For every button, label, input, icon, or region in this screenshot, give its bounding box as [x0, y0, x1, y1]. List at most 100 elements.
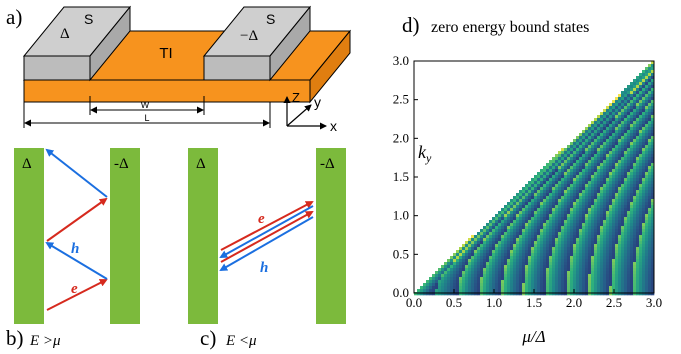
heatmap-cell	[459, 280, 463, 284]
heatmap-cell	[591, 157, 595, 161]
heatmap-cell	[567, 196, 571, 200]
heatmap-cell	[498, 262, 502, 266]
heatmap-cell	[546, 283, 550, 287]
heatmap-cell	[606, 250, 610, 254]
heatmap-cell	[591, 127, 595, 131]
heatmap-cell	[555, 220, 559, 224]
heatmap-cell	[507, 250, 511, 254]
heatmap-cell	[483, 244, 487, 248]
heatmap-cell	[585, 193, 589, 197]
heatmap-cell	[510, 202, 514, 206]
heatmap-cell	[492, 232, 496, 236]
heatmap-cell	[618, 199, 622, 203]
dimension-lines	[23, 96, 271, 128]
heatmap-cell	[552, 205, 556, 209]
heatmap-cell	[594, 283, 598, 287]
heatmap-cell	[627, 148, 631, 152]
heatmap-cell	[612, 157, 616, 161]
heatmap-cell	[645, 247, 649, 251]
heatmap-cell	[606, 121, 610, 125]
heatmap-cell	[528, 211, 532, 215]
heatmap-cell	[561, 271, 565, 275]
heatmap-cell	[462, 292, 466, 296]
heatmap-cell	[492, 292, 496, 296]
heatmap-cell	[624, 172, 628, 176]
heatmap-cell	[576, 250, 580, 254]
heatmap-cell	[636, 124, 640, 128]
heatmap-cell	[624, 220, 628, 224]
heatmap-cell	[591, 268, 595, 272]
heatmap-cell	[618, 118, 622, 122]
heatmap-cell	[636, 193, 640, 197]
heatmap-cell	[543, 280, 547, 284]
heatmap-cell	[426, 283, 430, 287]
heatmap-cell	[585, 172, 589, 176]
heatmap-cell	[456, 292, 460, 296]
heatmap-cell	[594, 124, 598, 128]
heatmap-cell	[585, 232, 589, 236]
heatmap-cell	[543, 193, 547, 197]
heatmap-cell	[480, 274, 484, 278]
heatmap-cell	[570, 238, 574, 242]
heatmap-cell	[534, 232, 538, 236]
heatmap-cell	[600, 277, 604, 281]
heatmap-cell	[639, 121, 643, 125]
heatmap-cell	[621, 124, 625, 128]
heatmap-cell	[648, 124, 652, 128]
heatmap-cell	[537, 181, 541, 185]
heatmap-cell	[591, 253, 595, 257]
heatmap-cell	[570, 274, 574, 278]
heatmap-cell	[621, 268, 625, 272]
panel-b-right-gap: -Δ	[114, 156, 129, 172]
heatmap-cell	[651, 163, 655, 167]
heatmap-cell	[591, 160, 595, 164]
heatmap-cell	[522, 193, 526, 197]
heatmap-cell	[630, 103, 634, 107]
heatmap-cell	[528, 199, 532, 203]
heatmap-cell	[642, 103, 646, 107]
heatmap-cell	[522, 232, 526, 236]
heatmap-cell	[501, 238, 505, 242]
heatmap-cell	[627, 274, 631, 278]
heatmap-cell	[627, 157, 631, 161]
heatmap-cell	[480, 259, 484, 263]
heatmap-cell	[609, 181, 613, 185]
heatmap-cell	[648, 139, 652, 143]
heatmap-cell	[468, 241, 472, 245]
heatmap-cell	[600, 178, 604, 182]
heatmap-cell	[651, 88, 655, 92]
heatmap-cell	[645, 139, 649, 143]
heatmap-cell	[501, 286, 505, 290]
heatmap-cell	[615, 157, 619, 161]
heatmap-cell	[498, 235, 502, 239]
heatmap-cell	[582, 169, 586, 173]
heatmap-cell	[615, 289, 619, 293]
sc-bar-right-b	[110, 148, 140, 324]
heatmap-cell	[519, 244, 523, 248]
heatmap-cell	[573, 271, 577, 275]
heatmap-cell	[498, 229, 502, 233]
heatmap-cell	[543, 220, 547, 224]
heatmap-cell	[468, 262, 472, 266]
heatmap-cell	[582, 220, 586, 224]
heatmap-cell	[639, 232, 643, 236]
heatmap-cell	[633, 139, 637, 143]
heatmap-cell	[651, 205, 655, 209]
heatmap-cell	[633, 133, 637, 137]
sc-right-material: S	[266, 11, 275, 27]
heatmap-cell	[546, 196, 550, 200]
heatmap-cell	[615, 286, 619, 290]
heatmap-cell	[612, 223, 616, 227]
heatmap-cell	[627, 136, 631, 140]
heatmap-cell	[621, 97, 625, 101]
heatmap-cell	[612, 154, 616, 158]
heatmap-cell	[567, 268, 571, 272]
heatmap-cell	[627, 118, 631, 122]
heatmap-cell	[492, 220, 496, 224]
heatmap-cell	[651, 64, 655, 68]
heatmap-cell	[606, 214, 610, 218]
heatmap-cell	[465, 250, 469, 254]
heatmap-cell	[642, 247, 646, 251]
heatmap-cell	[633, 121, 637, 125]
heatmap-cell	[591, 142, 595, 146]
